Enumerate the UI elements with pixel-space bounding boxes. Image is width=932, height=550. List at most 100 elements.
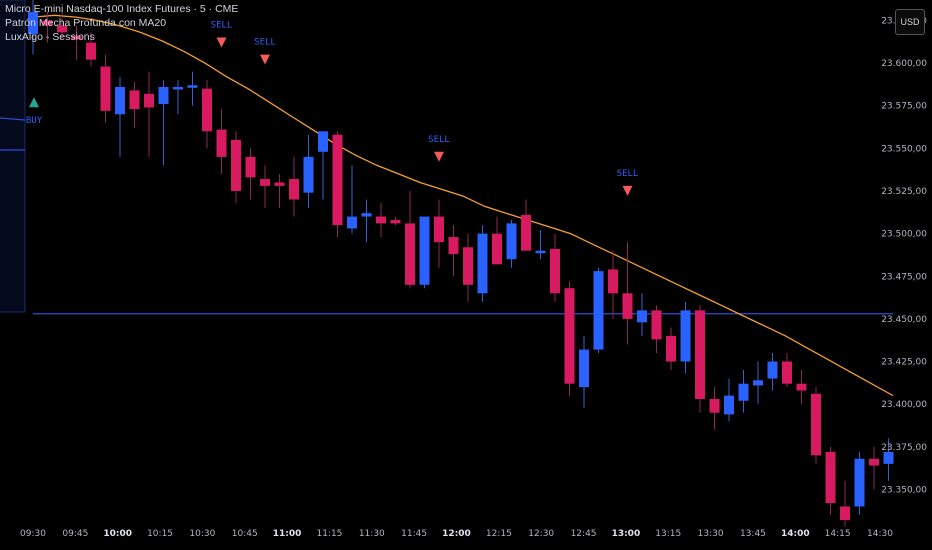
candle-body xyxy=(782,361,792,384)
candle-body xyxy=(57,25,67,33)
candle-body xyxy=(376,216,386,224)
candle xyxy=(57,11,67,40)
ma20-line xyxy=(32,14,894,397)
candle-body xyxy=(666,335,676,362)
candle xyxy=(550,233,560,302)
time-tick-label: 11:30 xyxy=(359,529,385,539)
signal-markers: SELLSELLSELLSELLSELLBUY xyxy=(26,21,638,196)
candle xyxy=(260,165,270,209)
legend-indicator-sessions[interactable]: LuxAlgo - Sessions xyxy=(5,31,95,43)
time-tick-label: 12:00 xyxy=(442,529,471,539)
candle-body xyxy=(419,216,430,285)
time-tick-label: 12:15 xyxy=(486,529,512,539)
candle xyxy=(303,134,314,209)
time-tick-label: 14:00 xyxy=(781,529,810,539)
candle-body xyxy=(564,288,575,384)
time-tick-label: 13:30 xyxy=(698,529,724,539)
candle-body xyxy=(129,90,140,110)
candle-body xyxy=(840,506,850,521)
candle-body xyxy=(651,310,662,340)
sell-arrow-icon xyxy=(622,185,633,196)
time-tick-label: 10:00 xyxy=(103,529,132,539)
candle-body xyxy=(463,247,473,285)
candle-body xyxy=(869,458,879,466)
candle xyxy=(42,11,53,43)
candle-body xyxy=(158,86,169,105)
candle xyxy=(811,387,821,464)
sell-signal: SELL xyxy=(617,169,638,196)
candle-body xyxy=(579,349,589,388)
candle xyxy=(129,81,140,128)
time-tick-label: 10:15 xyxy=(147,529,173,539)
candle xyxy=(666,327,676,371)
candle xyxy=(535,230,546,260)
currency-button[interactable]: USD xyxy=(895,9,925,35)
candle-body xyxy=(724,395,734,415)
sell-signal: SELL xyxy=(428,135,450,162)
candle xyxy=(173,80,183,115)
candle xyxy=(579,335,589,408)
time-tick-label: 14:15 xyxy=(825,529,851,539)
candle xyxy=(825,446,836,515)
candle-body xyxy=(332,134,343,226)
candle-body xyxy=(28,11,38,35)
price-tick-label: 23.550,00 xyxy=(881,144,927,154)
candle-body xyxy=(477,233,488,294)
legend-indicator-wick-pattern[interactable]: Patrón Mecha Profunda con MA20 xyxy=(5,17,167,29)
candle-body xyxy=(680,310,691,362)
time-tick-label: 12:45 xyxy=(571,529,597,539)
candle xyxy=(463,233,473,302)
time-axis[interactable]: 09:30 09:45 10:00 10:15 10:30 10:45 11:00 11:15… xyxy=(20,529,893,539)
candle-body xyxy=(71,35,82,40)
time-tick-label: 13:00 xyxy=(612,529,641,539)
candle xyxy=(71,25,82,60)
candle xyxy=(622,242,633,345)
ma20-path xyxy=(32,14,894,397)
candle xyxy=(492,216,502,265)
candle xyxy=(637,293,647,336)
candle xyxy=(709,387,720,430)
candle xyxy=(782,352,792,388)
candle xyxy=(289,156,299,217)
candle-body xyxy=(144,93,154,108)
horizontal-price-line xyxy=(0,117,893,315)
candle xyxy=(477,225,488,302)
candle-body xyxy=(289,179,299,200)
candle-body xyxy=(767,361,778,379)
candle xyxy=(434,199,444,268)
candle xyxy=(564,281,575,396)
candle-body xyxy=(202,88,212,132)
candle xyxy=(202,80,212,149)
candle-body xyxy=(448,237,459,255)
candle-body xyxy=(811,393,821,456)
candle xyxy=(332,131,343,238)
time-tick-label: 09:45 xyxy=(62,529,88,539)
candle xyxy=(796,370,807,405)
candle-body xyxy=(753,380,763,386)
candle xyxy=(216,109,227,174)
candle-body xyxy=(390,219,401,224)
buy-signal: BUY xyxy=(26,97,43,126)
candle xyxy=(753,361,763,405)
buy-label: BUY xyxy=(26,116,43,126)
candle xyxy=(608,250,618,319)
candle xyxy=(187,71,198,106)
candle-body xyxy=(86,42,96,60)
price-tick-label: 23.425,00 xyxy=(881,358,927,368)
candle xyxy=(869,446,879,490)
candle xyxy=(274,173,285,209)
candle-body xyxy=(883,451,894,464)
candle-body xyxy=(216,129,227,157)
candle-body xyxy=(318,131,328,152)
candle-body xyxy=(274,182,285,186)
time-tick-label: 11:00 xyxy=(273,529,302,539)
sell-signal: SELL xyxy=(254,38,276,65)
candle-body xyxy=(550,248,560,294)
candle xyxy=(115,76,125,157)
session-line-upper xyxy=(0,117,26,121)
candle xyxy=(724,378,734,422)
sell-arrow-icon xyxy=(434,151,444,162)
legend-symbol[interactable]: Micro E-mini Nasdaq-100 Index Futures · … xyxy=(5,3,239,15)
candle xyxy=(245,148,256,200)
